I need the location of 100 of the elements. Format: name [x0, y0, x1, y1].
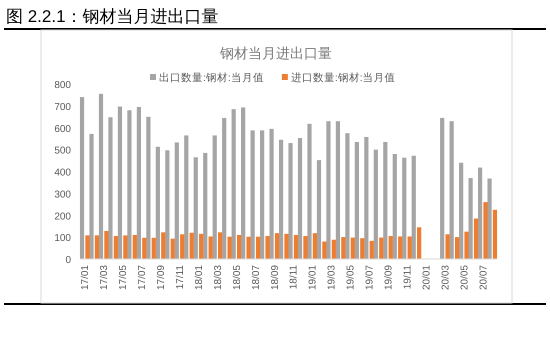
y-tick-label: 500 [54, 146, 72, 157]
bar [336, 121, 340, 259]
bar [246, 236, 251, 259]
bar [379, 238, 384, 259]
bar [265, 236, 270, 259]
y-tick-label: 200 [54, 211, 72, 222]
chart-subtitle: 钢材当月进出口量 [219, 45, 332, 61]
x-tick-label: 20/05 [459, 264, 470, 290]
y-tick-label: 800 [54, 80, 72, 91]
bar [468, 178, 473, 259]
bar [212, 135, 217, 259]
bar [250, 130, 255, 259]
x-tick-label: 20/01 [421, 264, 432, 290]
bar [80, 97, 84, 259]
x-tick-label: 18/01 [194, 264, 205, 290]
bar [85, 235, 90, 259]
bar [269, 128, 274, 259]
bar [398, 236, 402, 259]
x-tick-label: 18/11 [288, 264, 300, 290]
bar [152, 238, 156, 259]
x-tick-label: 20/03 [440, 264, 452, 290]
bar [478, 168, 482, 259]
y-tick-label: 100 [54, 233, 72, 244]
bar [256, 236, 260, 259]
bar [232, 109, 236, 259]
bar [464, 232, 469, 259]
bar [408, 236, 412, 259]
x-tick-label: 19/03 [326, 264, 338, 290]
bar [459, 162, 464, 259]
x-tick-label: 19/01 [308, 264, 319, 290]
bar [89, 134, 94, 259]
x-tick-label: 17/09 [156, 264, 168, 290]
bar [360, 238, 364, 259]
bar [298, 138, 302, 259]
bar [161, 232, 166, 259]
y-tick-label: 700 [54, 102, 72, 113]
y-tick-label: 400 [54, 168, 72, 178]
bar [142, 238, 146, 259]
bar [350, 238, 355, 259]
bar [341, 237, 346, 259]
bar [417, 227, 422, 259]
x-tick-label: 19/05 [346, 264, 357, 290]
bar [332, 240, 336, 259]
x-tick-label: 17/11 [175, 264, 186, 290]
bar [492, 210, 498, 259]
bar [123, 235, 128, 259]
bar [345, 133, 350, 259]
bar [184, 135, 188, 259]
x-tick-label: 20/07 [478, 264, 490, 290]
x-tick-label: 17/07 [137, 264, 148, 290]
bar [322, 242, 326, 259]
bar [203, 152, 208, 259]
bar [98, 94, 104, 259]
bar [370, 240, 374, 259]
bar [156, 146, 160, 259]
bar [194, 157, 198, 259]
bar [274, 233, 280, 259]
bar [303, 236, 308, 259]
bar [445, 234, 450, 259]
x-tick-label: 19/09 [384, 264, 395, 290]
bar [354, 142, 359, 259]
bar [383, 142, 388, 259]
bar [284, 234, 289, 259]
bar [402, 158, 406, 259]
legend-label: 出口数量:钢材:当月值 [159, 71, 264, 84]
bar [288, 143, 293, 259]
bar [312, 233, 317, 259]
y-tick-label: 600 [54, 124, 72, 135]
x-tick-label: 18/03 [212, 264, 224, 290]
y-tick-label: 0 [65, 255, 72, 266]
x-tick-label: 18/05 [232, 264, 243, 290]
bar [412, 156, 416, 259]
y-tick-label: 300 [54, 189, 72, 200]
bar [364, 136, 368, 259]
bar [222, 118, 226, 259]
bar [132, 234, 137, 259]
bar [307, 124, 312, 259]
x-tick-label: 17/01 [80, 264, 92, 290]
bar [374, 150, 378, 259]
bar [136, 106, 141, 259]
bar [392, 154, 397, 259]
bar [218, 232, 222, 259]
bar [487, 178, 492, 259]
bar [118, 106, 122, 259]
bar [114, 236, 118, 259]
bar [474, 218, 478, 259]
legend-label: 进口数量:钢材:当月值 [290, 71, 396, 84]
bar [316, 160, 322, 259]
bar [199, 234, 204, 259]
bar [94, 235, 100, 259]
x-tick-label: 18/07 [250, 264, 262, 290]
x-tick-label: 18/09 [270, 264, 281, 290]
bar [146, 116, 150, 259]
bar [454, 237, 460, 259]
x-tick-label: 17/03 [99, 264, 110, 290]
bar [236, 234, 242, 259]
bar [260, 130, 264, 259]
bar [180, 234, 184, 259]
bar [483, 202, 488, 259]
bar [450, 121, 454, 259]
